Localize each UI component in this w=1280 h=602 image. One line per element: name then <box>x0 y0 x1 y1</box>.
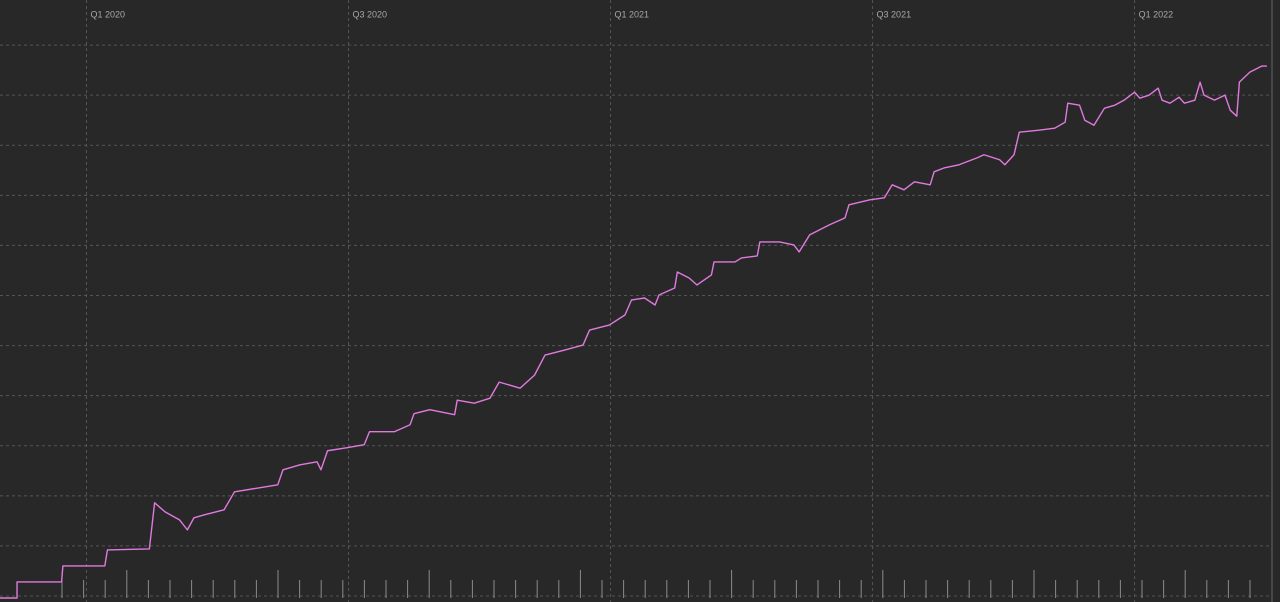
x-tick-label: Q1 2020 <box>90 9 125 19</box>
data-line <box>0 65 1267 599</box>
x-tick-label: Q3 2021 <box>877 9 912 19</box>
x-tick-label: Q1 2021 <box>615 9 650 19</box>
x-tick-label: Q1 2022 <box>1139 9 1174 19</box>
x-tick-label: Q3 2020 <box>352 9 387 19</box>
